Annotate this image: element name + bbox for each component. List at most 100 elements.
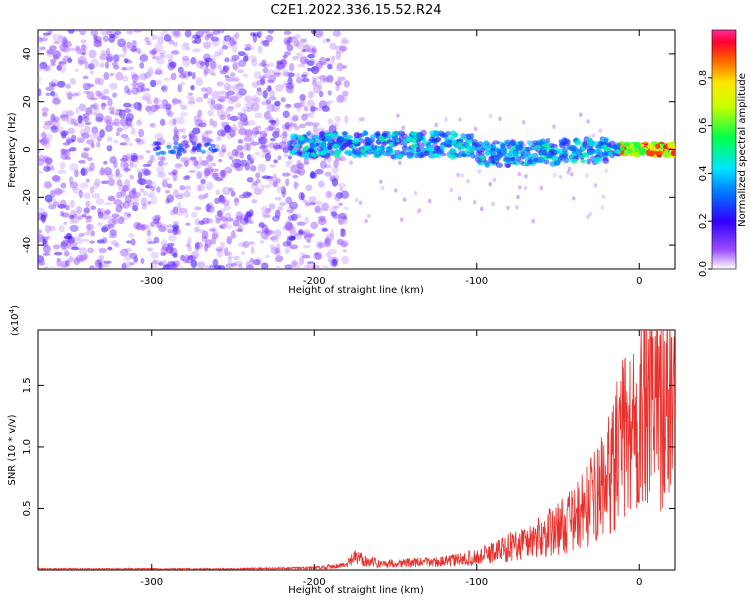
heatmap-cell	[233, 83, 239, 92]
heatmap-cell	[194, 242, 200, 252]
heatmap-cell	[287, 215, 294, 222]
heatmap-cell	[283, 153, 289, 158]
heatmap-cell	[180, 156, 190, 163]
heatmap-cell	[59, 114, 69, 118]
heatmap-cell	[219, 223, 227, 230]
heatmap-cell	[139, 72, 148, 81]
heatmap-cell	[337, 182, 347, 188]
heatmap-cell	[250, 141, 259, 146]
heatmap-cell	[267, 175, 274, 180]
heatmap-cell	[184, 143, 190, 148]
heatmap-cell	[282, 131, 288, 137]
heatmap-cell	[90, 230, 95, 237]
heatmap-cell	[316, 81, 323, 90]
heatmap-cell	[326, 142, 334, 147]
heatmap-cell	[122, 167, 132, 172]
y-tick-label: 0	[22, 146, 33, 152]
heatmap-cell	[52, 50, 62, 59]
heatmap-cell	[562, 152, 569, 158]
heatmap-cell	[204, 57, 213, 62]
heatmap-cell	[426, 144, 434, 149]
heatmap-cell	[113, 160, 118, 169]
heatmap-cell	[534, 144, 541, 151]
heatmap-cell	[97, 211, 104, 219]
heatmap-cell	[102, 262, 111, 268]
heatmap-cell	[310, 170, 316, 179]
heatmap-cell	[323, 61, 330, 65]
heatmap-cell	[237, 224, 243, 233]
heatmap-cell	[230, 233, 237, 239]
heatmap-cell	[205, 217, 213, 224]
heatmap-cell	[251, 199, 258, 204]
heatmap-cell	[311, 264, 321, 269]
heatmap-cell	[237, 69, 245, 73]
heatmap-cell	[56, 257, 61, 262]
heatmap-cell	[254, 96, 261, 104]
heatmap-cell	[113, 199, 123, 206]
heatmap-cell	[292, 174, 297, 179]
heatmap-cell	[141, 203, 147, 210]
heatmap-cell	[457, 141, 463, 148]
heatmap-cell	[101, 102, 107, 107]
heatmap-cell	[521, 120, 526, 125]
heatmap-cell	[88, 49, 97, 59]
heatmap-cell	[219, 208, 226, 213]
heatmap-cell	[287, 160, 293, 165]
heatmap-cell	[285, 82, 295, 90]
heatmap-cell	[153, 218, 160, 225]
heatmap-cell	[273, 181, 278, 187]
heatmap-cell	[38, 259, 46, 266]
heatmap-cell	[275, 265, 281, 269]
heatmap-cell	[120, 133, 129, 139]
heatmap-cell	[447, 139, 453, 145]
heatmap-cell	[184, 30, 192, 38]
heatmap-cell	[43, 266, 49, 269]
heatmap-cell	[495, 162, 503, 168]
heatmap-cell	[112, 65, 120, 70]
heatmap-cell	[335, 83, 340, 92]
heatmap-cell	[150, 221, 156, 228]
heatmap-cell	[51, 59, 56, 67]
heatmap-cell	[100, 226, 108, 233]
heatmap-cell	[225, 106, 234, 112]
heatmap-cell	[218, 90, 227, 95]
heatmap-cell	[254, 112, 263, 119]
heatmap-cell	[113, 117, 120, 127]
heatmap-cell	[77, 55, 87, 65]
heatmap-cell	[289, 244, 299, 250]
heatmap-cell	[604, 168, 609, 173]
heatmap-cell	[247, 119, 256, 126]
heatmap-cell	[158, 225, 167, 233]
heatmap-cell	[140, 257, 145, 265]
heatmap-cell	[201, 135, 206, 144]
heatmap-cell	[38, 170, 43, 175]
heatmap-cell	[593, 141, 599, 146]
heatmap-cell	[338, 217, 343, 224]
heatmap-cell	[250, 246, 255, 255]
heatmap-cell	[68, 257, 75, 264]
heatmap-cell	[432, 130, 439, 137]
heatmap-cell	[293, 38, 300, 47]
heatmap-cell	[59, 210, 65, 217]
heatmap-cell	[517, 171, 522, 177]
heatmap-cell	[543, 159, 550, 165]
heatmap-cell	[488, 156, 496, 164]
heatmap-cell	[314, 200, 322, 205]
heatmap-cell	[135, 137, 142, 143]
heatmap-cell	[340, 39, 350, 45]
heatmap-cell	[75, 45, 80, 52]
heatmap-cell	[158, 261, 164, 266]
heatmap-cell	[44, 120, 53, 126]
heatmap-cell	[321, 202, 330, 212]
heatmap-cell	[552, 172, 557, 178]
heatmap-cell	[434, 122, 439, 128]
heatmap-cell	[587, 137, 593, 144]
heatmap-cell	[552, 124, 556, 129]
heatmap-cell	[65, 90, 73, 97]
heatmap-cell	[94, 43, 102, 47]
heatmap-cell	[457, 196, 462, 201]
heatmap-cell	[492, 140, 500, 145]
heatmap-cell	[518, 140, 525, 145]
heatmap-cell	[232, 44, 238, 54]
heatmap-cell	[301, 254, 311, 259]
